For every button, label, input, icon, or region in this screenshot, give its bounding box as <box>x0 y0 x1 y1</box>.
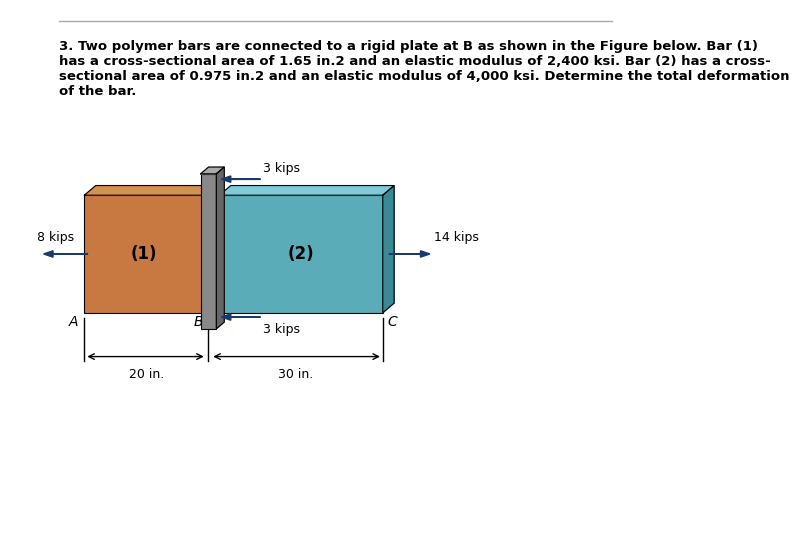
FancyArrow shape <box>222 176 260 183</box>
FancyArrow shape <box>222 314 260 320</box>
Text: (1): (1) <box>131 245 158 263</box>
Text: (2): (2) <box>288 245 314 263</box>
FancyBboxPatch shape <box>201 174 216 329</box>
Text: 3 kips: 3 kips <box>263 162 301 175</box>
FancyBboxPatch shape <box>219 195 383 313</box>
FancyArrow shape <box>44 251 87 257</box>
Text: A: A <box>69 315 78 329</box>
Text: 3. Two polymer bars are connected to a rigid plate at B as shown in the Figure b: 3. Two polymer bars are connected to a r… <box>59 40 790 98</box>
Text: 8 kips: 8 kips <box>38 231 74 244</box>
Text: 14 kips: 14 kips <box>434 231 479 244</box>
Text: 30 in.: 30 in. <box>278 368 314 381</box>
Text: 3 kips: 3 kips <box>263 323 301 336</box>
Polygon shape <box>216 167 224 329</box>
Text: 20 in.: 20 in. <box>129 368 164 381</box>
Text: C: C <box>388 315 398 329</box>
FancyArrow shape <box>389 251 430 257</box>
Polygon shape <box>204 186 215 313</box>
FancyBboxPatch shape <box>85 195 204 313</box>
Polygon shape <box>85 186 215 195</box>
Text: B: B <box>194 315 203 329</box>
Polygon shape <box>201 167 224 174</box>
Polygon shape <box>383 186 394 313</box>
Polygon shape <box>219 186 394 195</box>
